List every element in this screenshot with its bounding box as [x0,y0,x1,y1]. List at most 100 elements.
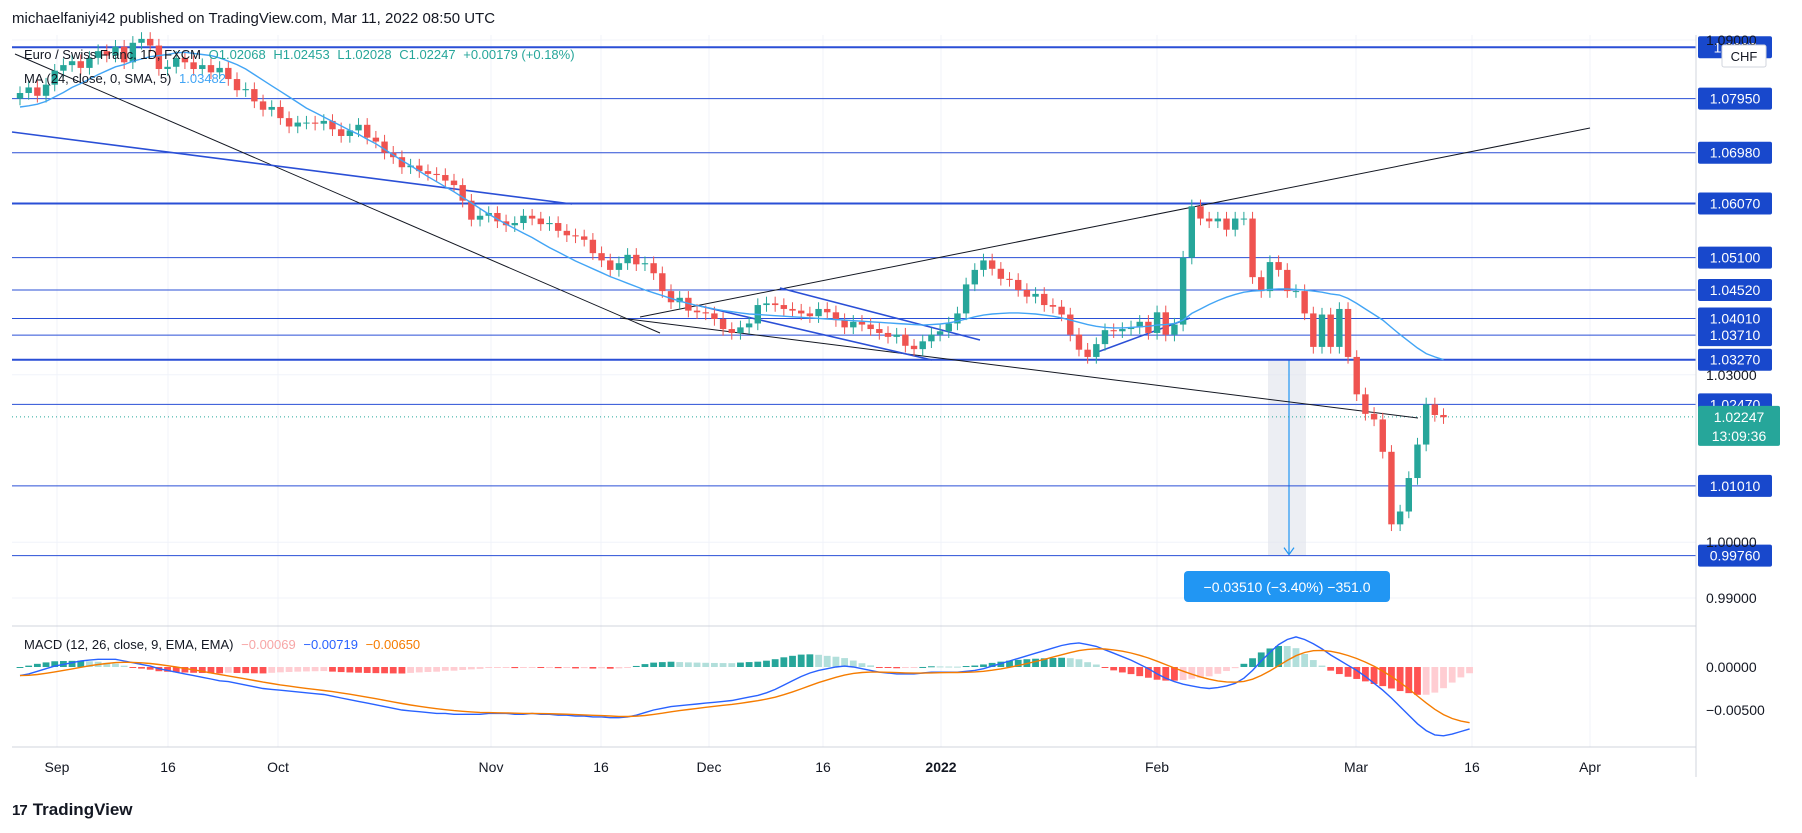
macd-histogram-bar [511,667,519,669]
candle-body [164,66,171,70]
macd-histogram-bar [1275,645,1282,667]
candle-body [780,305,788,309]
macd-histogram-bar [702,662,710,667]
macd-histogram-bar [901,667,909,669]
candle-body [1431,404,1439,415]
candle-body [424,171,432,174]
candle-body [902,334,909,346]
candle-body [858,321,866,325]
macd-histogram-bar [1197,667,1204,678]
macd-histogram-bar [893,667,901,669]
level-price-label: 1.04520 [1710,282,1761,298]
candle-body [181,57,189,63]
macd-histogram-bar [1335,667,1343,675]
candle-body [25,87,32,94]
macd-histogram-bar [372,667,380,674]
candle-body [581,236,588,240]
candle-body [442,175,449,181]
macd-histogram-bar [68,660,76,667]
time-tick-label: Mar [1344,759,1368,775]
level-price-label: 1.04010 [1710,310,1761,326]
candle-body [468,200,475,220]
macd-histogram-bar [884,667,892,668]
trendline [619,317,1419,419]
level-price-tag [1698,348,1772,371]
macd-histogram-bar [728,663,736,667]
candle-body [259,101,267,110]
macd-histogram-bar [1327,667,1335,671]
macd-histogram-bar [467,667,475,670]
time-tick-label: 16 [160,759,176,775]
candle-body [355,124,362,131]
macd-histogram-bar [745,662,753,667]
candle-body [1344,308,1352,357]
close-value: C1.02247 [399,47,456,62]
macd-histogram-bar [337,667,345,673]
candle-body [190,62,197,70]
candle-body [16,93,24,99]
macd-histogram [16,645,1473,695]
macd-histogram-bar [1040,658,1048,667]
macd-histogram-bar [1014,659,1022,667]
level-price-tag [1698,474,1772,497]
macd-histogram-bar [754,661,762,667]
candle-body [980,260,987,270]
candle-body [1249,218,1256,278]
candle-body [77,61,84,68]
macd-histogram-bar [112,663,119,667]
macd-histogram-bar [823,655,831,667]
level-price-tag [1698,192,1772,215]
candle-body [233,79,241,91]
current-price-label: 1.02247 [1714,409,1765,425]
macd-legend: MACD (12, 26, close, 9, EMA, EMA) −0.000… [24,637,424,652]
macd-histogram-bar [737,662,744,667]
macd-histogram-bar [615,667,623,669]
macd-histogram-bar [320,667,328,672]
candle-body [1179,257,1187,325]
level-price-label: 1.01010 [1710,478,1761,494]
candle-body [1240,218,1248,220]
macd-histogram-bar [624,667,631,668]
macd-histogram-bar [311,667,319,672]
macd-histogram-bar [1205,667,1213,677]
macd-histogram-bar [711,662,718,667]
candle-body [337,129,345,136]
candle-body [719,319,727,330]
macd-histogram-bar [181,667,189,673]
candle-body [1388,451,1395,525]
candle-body [1414,444,1421,479]
candle-body [572,235,579,237]
macd-histogram-bar [997,661,1005,667]
macd-histogram-bar [589,667,597,669]
macd-histogram-bar [1179,667,1187,680]
candle-body [320,120,327,124]
candle-body [1205,218,1213,222]
candle-body [511,223,518,226]
candle-body [728,329,735,333]
macd-histogram-bar [502,667,510,668]
brand-name: TradingView [32,800,133,819]
macd-histogram-bar [1396,667,1404,692]
macd-histogram-bar [875,667,883,668]
candle-body [1153,312,1161,333]
tradingview-brand[interactable]: 17 TradingView [12,800,133,820]
candle-body [1214,218,1222,222]
candle-body [103,51,110,56]
macd-histogram-bar [494,667,501,668]
macd-histogram-bar [86,661,93,667]
open-value: O1.02068 [208,47,266,62]
macd-histogram-bar [537,667,545,668]
macd-histogram-bar [1448,667,1456,683]
low-value: L1.02028 [337,47,392,62]
candle-body [988,260,996,269]
candle-body [1067,314,1074,335]
symbol-label: Euro / Swiss Franc, 1D, FXCM [24,47,201,62]
macd-histogram-bar [294,667,302,672]
candle-body [633,254,640,265]
candle-body [928,334,935,342]
candle-body [1049,305,1057,307]
candle-body [598,253,605,261]
candle-body [1075,334,1083,350]
macd-histogram-bar [1110,667,1118,671]
